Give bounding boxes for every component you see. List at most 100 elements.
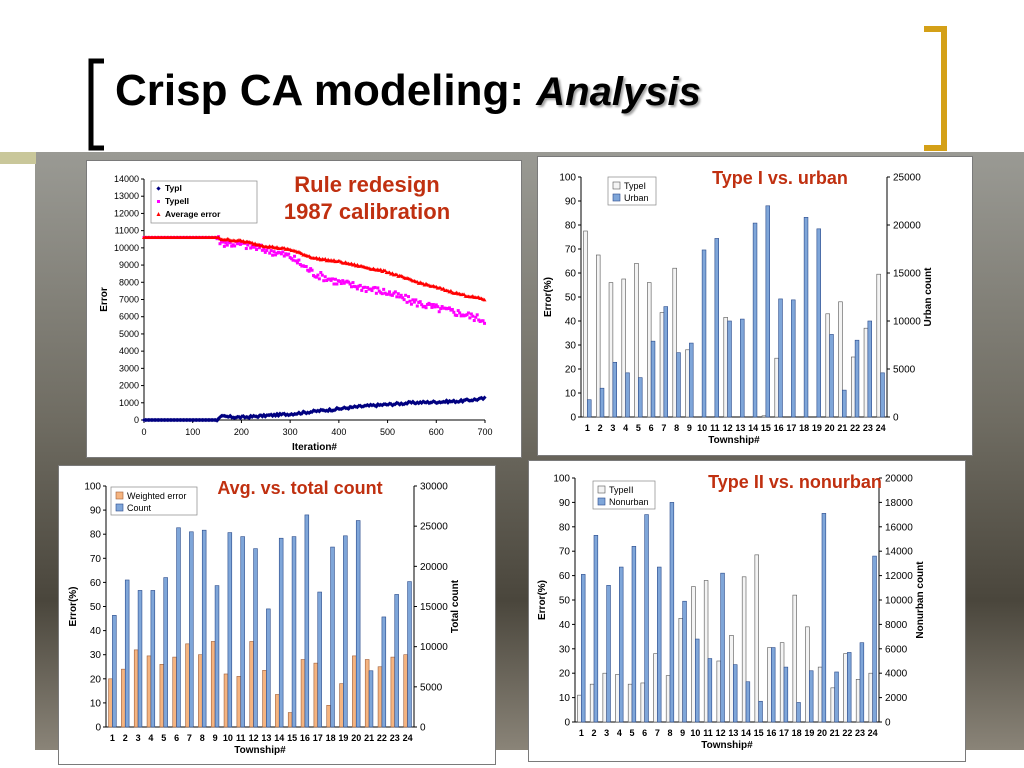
bar-count bbox=[368, 670, 374, 728]
data-point-typeii bbox=[246, 243, 250, 247]
data-point-typeii bbox=[263, 250, 267, 254]
bar-typei bbox=[634, 263, 639, 418]
data-point-typeii bbox=[317, 277, 321, 281]
x-tick-label: 3 bbox=[604, 728, 609, 738]
data-point-typeii bbox=[439, 307, 443, 311]
data-point-typeii bbox=[364, 290, 368, 294]
bar-urban bbox=[689, 342, 694, 418]
data-point-typeii bbox=[431, 303, 435, 307]
bar-urban bbox=[701, 249, 707, 418]
x-tick-label: 11 bbox=[236, 733, 246, 743]
data-point-typeii bbox=[409, 302, 413, 306]
x-tick-label: 19 bbox=[804, 728, 814, 738]
y-tick-label: 0 bbox=[570, 413, 576, 424]
bar-urban bbox=[867, 320, 872, 418]
y2-tick-label: 4000 bbox=[885, 669, 908, 680]
x-tick-label: 1 bbox=[585, 423, 590, 433]
bar-typeii bbox=[615, 674, 620, 723]
x-tick-label: 5 bbox=[636, 423, 641, 433]
legend-label: Count bbox=[127, 503, 152, 513]
y-tick-label: 60 bbox=[559, 571, 571, 582]
y-tick-label: 13000 bbox=[114, 191, 139, 201]
bar-typei bbox=[723, 317, 728, 418]
y2-tick-label: 5000 bbox=[420, 682, 443, 693]
bar-typeii bbox=[691, 586, 696, 723]
data-point-typeii bbox=[465, 313, 469, 317]
data-point-typeii bbox=[396, 292, 400, 296]
x-tick-label: 17 bbox=[313, 733, 323, 743]
chart-rule-redesign: 0 1000 2000 3000 4000 5000 6000 7000 8000 9000 100… bbox=[86, 160, 522, 458]
data-point-typeii bbox=[404, 293, 408, 297]
x-tick-label: 14 bbox=[274, 733, 284, 743]
data-point-typeii bbox=[228, 241, 232, 245]
bar-typeii bbox=[817, 666, 823, 723]
x-axis-label: Township# bbox=[701, 740, 753, 751]
data-point-typeii bbox=[414, 298, 418, 302]
data-point-typeii bbox=[351, 281, 355, 285]
data-point-typeii bbox=[323, 275, 327, 279]
x-tick-label: 10 bbox=[690, 728, 700, 738]
legend-marker bbox=[157, 200, 160, 203]
bar-typeii bbox=[729, 635, 734, 723]
x-tick-label: 7 bbox=[187, 733, 192, 743]
bar-urban bbox=[625, 372, 630, 418]
bar-urban bbox=[650, 340, 656, 418]
x-axis-label: Township# bbox=[708, 435, 760, 446]
data-point-typeii bbox=[355, 287, 359, 291]
x-tick-label: 10 bbox=[223, 733, 233, 743]
bar-typei bbox=[863, 327, 869, 418]
bar-nonurban bbox=[821, 513, 827, 723]
bar-urban bbox=[829, 334, 834, 418]
y-tick-label: 20 bbox=[565, 365, 577, 376]
bar-typei bbox=[583, 230, 588, 418]
bar-nonurban bbox=[606, 585, 611, 723]
bar-nonurban bbox=[809, 670, 814, 723]
bar-typei bbox=[761, 415, 767, 418]
y2-axis-label: Total count bbox=[450, 579, 461, 633]
bar-nonurban bbox=[657, 566, 662, 723]
data-point-typeii bbox=[376, 286, 380, 290]
x-tick-label: 9 bbox=[687, 423, 692, 433]
data-point-typeii bbox=[287, 252, 291, 256]
bar-typeii bbox=[767, 647, 772, 723]
bar-urban bbox=[778, 298, 783, 418]
y-axis-label: Error(%) bbox=[537, 580, 548, 620]
data-point-typeii bbox=[388, 290, 392, 294]
x-tick-label: 300 bbox=[283, 427, 298, 437]
y-tick-label: 100 bbox=[553, 474, 570, 485]
bar-weighted-error bbox=[403, 654, 408, 728]
x-tick-label: 12 bbox=[249, 733, 259, 743]
bar-typei bbox=[838, 301, 843, 418]
x-tick-label: 8 bbox=[200, 733, 205, 743]
data-point-typeii bbox=[233, 244, 237, 248]
y2-tick-label: 30000 bbox=[420, 482, 448, 493]
x-tick-label: 7 bbox=[661, 423, 666, 433]
bar-nonurban bbox=[720, 572, 725, 723]
y2-axis-label: Urban count bbox=[923, 267, 934, 327]
y2-tick-label: 2000 bbox=[885, 693, 908, 704]
bar-nonurban bbox=[872, 555, 877, 723]
data-point-typeii bbox=[279, 252, 283, 256]
data-point-typeii bbox=[466, 311, 470, 315]
data-point-typeii bbox=[483, 321, 487, 325]
y-tick-label: 20 bbox=[559, 669, 571, 680]
data-point-typeii bbox=[354, 285, 358, 289]
bar-weighted-error bbox=[121, 668, 126, 728]
bar-count bbox=[150, 590, 156, 728]
bar-nonurban bbox=[796, 702, 801, 723]
data-point-typeii bbox=[320, 273, 324, 277]
bar-weighted-error bbox=[377, 666, 383, 728]
legend-label: TypeII bbox=[609, 485, 634, 495]
y2-tick-label: 25000 bbox=[893, 173, 921, 184]
x-tick-label: 7 bbox=[655, 728, 660, 738]
bar-count bbox=[137, 590, 143, 728]
bar-count bbox=[394, 594, 399, 728]
bar-urban bbox=[803, 217, 809, 418]
y-tick-label: 20 bbox=[90, 674, 102, 685]
bar-weighted-error bbox=[262, 670, 267, 728]
y-tick-label: 30 bbox=[90, 650, 102, 661]
bar-count bbox=[227, 532, 233, 728]
x-tick-label: 1 bbox=[110, 733, 115, 743]
slide-title: Crisp CA modeling: Analysis bbox=[115, 66, 701, 116]
bar-nonurban bbox=[695, 638, 700, 723]
